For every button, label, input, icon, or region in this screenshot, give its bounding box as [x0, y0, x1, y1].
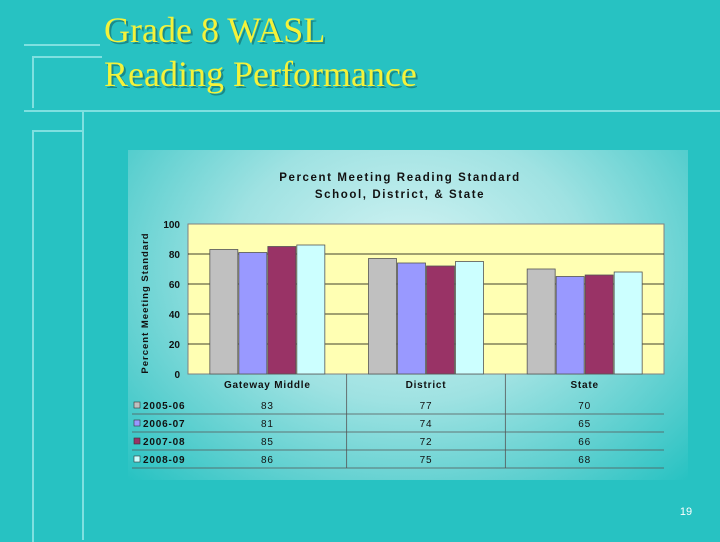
- legend-swatch: [133, 419, 141, 427]
- bar: [526, 268, 556, 375]
- decor-line-horizontal: [24, 110, 720, 112]
- category-label: State: [570, 380, 598, 391]
- slide-title-line-1: Grade 8 WASL: [104, 10, 326, 50]
- y-tick-label: 20: [169, 340, 181, 351]
- category-label: District: [406, 380, 447, 391]
- chart-subtitle: School, District, & State: [314, 189, 486, 201]
- slide-number: 19: [679, 506, 693, 518]
- decor-line-vertical: [82, 110, 84, 540]
- y-tick-label: 0: [174, 370, 180, 381]
- bar: [426, 265, 455, 375]
- y-tick-label: 100: [163, 220, 180, 231]
- bar: [455, 261, 484, 375]
- legend-label: 2007-08: [143, 437, 185, 448]
- y-tick-label: 80: [169, 250, 181, 261]
- bar: [397, 262, 426, 375]
- legend-label: 2005-06: [143, 401, 185, 412]
- legend-swatch: [133, 437, 141, 445]
- slide-title: Grade 8 WASL Reading Performance: [104, 8, 417, 96]
- bar: [267, 246, 297, 375]
- table-value: 77: [420, 401, 433, 412]
- legend-swatch: [133, 401, 141, 409]
- bar: [368, 258, 397, 375]
- table-value: 85: [261, 437, 274, 448]
- table-value: 72: [420, 437, 433, 448]
- bar: [238, 252, 268, 375]
- bar: [296, 244, 326, 375]
- table-value: 81: [261, 419, 274, 430]
- decor-box-bottom: [32, 130, 84, 542]
- table-value: 68: [578, 455, 591, 466]
- legend-label: 2006-07: [143, 419, 185, 430]
- bar: [584, 274, 614, 375]
- table-value: 66: [578, 437, 591, 448]
- legend-swatch: [133, 455, 141, 463]
- table-value: 70: [578, 401, 591, 412]
- plot-area: [187, 223, 665, 375]
- bar: [555, 276, 585, 375]
- table-value: 74: [420, 419, 433, 430]
- legend-label: 2008-09: [143, 455, 185, 466]
- y-axis-label: Percent Meeting Standard: [140, 232, 151, 373]
- y-tick-label: 40: [169, 310, 181, 321]
- chart-title: Percent Meeting Reading Standard: [279, 172, 521, 184]
- decor-box-top: [32, 56, 102, 108]
- slide-title-line-2: Reading Performance: [104, 54, 417, 94]
- table-value: 75: [420, 455, 433, 466]
- bar: [613, 271, 643, 375]
- table-value: 65: [578, 419, 591, 430]
- table-value: 83: [261, 401, 274, 412]
- decor-line-top: [24, 44, 100, 46]
- y-tick-label: 60: [169, 280, 181, 291]
- category-label: Gateway Middle: [224, 380, 311, 391]
- bar: [209, 249, 239, 375]
- table-value: 86: [261, 455, 274, 466]
